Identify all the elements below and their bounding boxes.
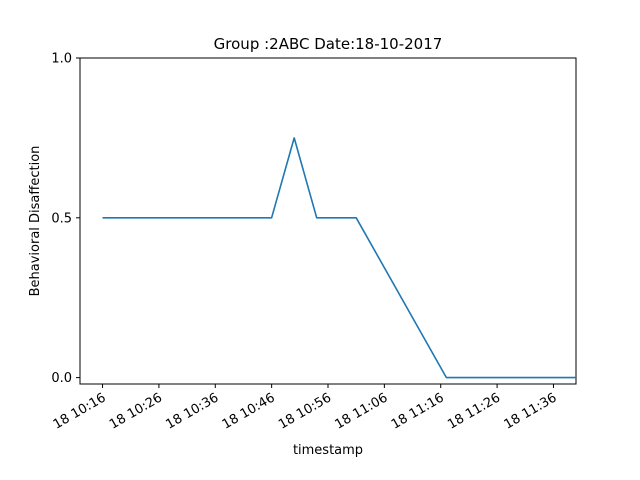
x-axis-label: timestamp — [293, 443, 363, 458]
series-line — [102, 137, 576, 379]
x-tick-label: 18 11:26 — [445, 390, 503, 432]
y-tick-label: 0.0 — [51, 371, 72, 386]
y-axis-label: Behavioral Disaffection — [28, 146, 43, 297]
y-tick-label: 0.5 — [51, 211, 72, 226]
x-tick-label: 18 11:06 — [333, 390, 391, 432]
x-tick-label: 18 11:36 — [502, 390, 560, 432]
x-tick-label: 18 10:36 — [163, 390, 221, 432]
chart-title: Group :2ABC Date:18-10-2017 — [214, 35, 443, 53]
x-tick-label: 18 10:16 — [51, 390, 109, 432]
x-tick-label: 18 11:16 — [389, 390, 447, 432]
x-tick-label: 18 10:26 — [107, 390, 165, 432]
x-tick-label: 18 10:56 — [276, 390, 334, 432]
plot-frame — [79, 57, 577, 385]
y-axis: 0.0 0.5 1.0 — [51, 52, 80, 386]
x-tick-label: 18 10:46 — [220, 390, 278, 432]
series-layer — [102, 137, 576, 379]
y-tick-label: 1.0 — [51, 52, 72, 67]
